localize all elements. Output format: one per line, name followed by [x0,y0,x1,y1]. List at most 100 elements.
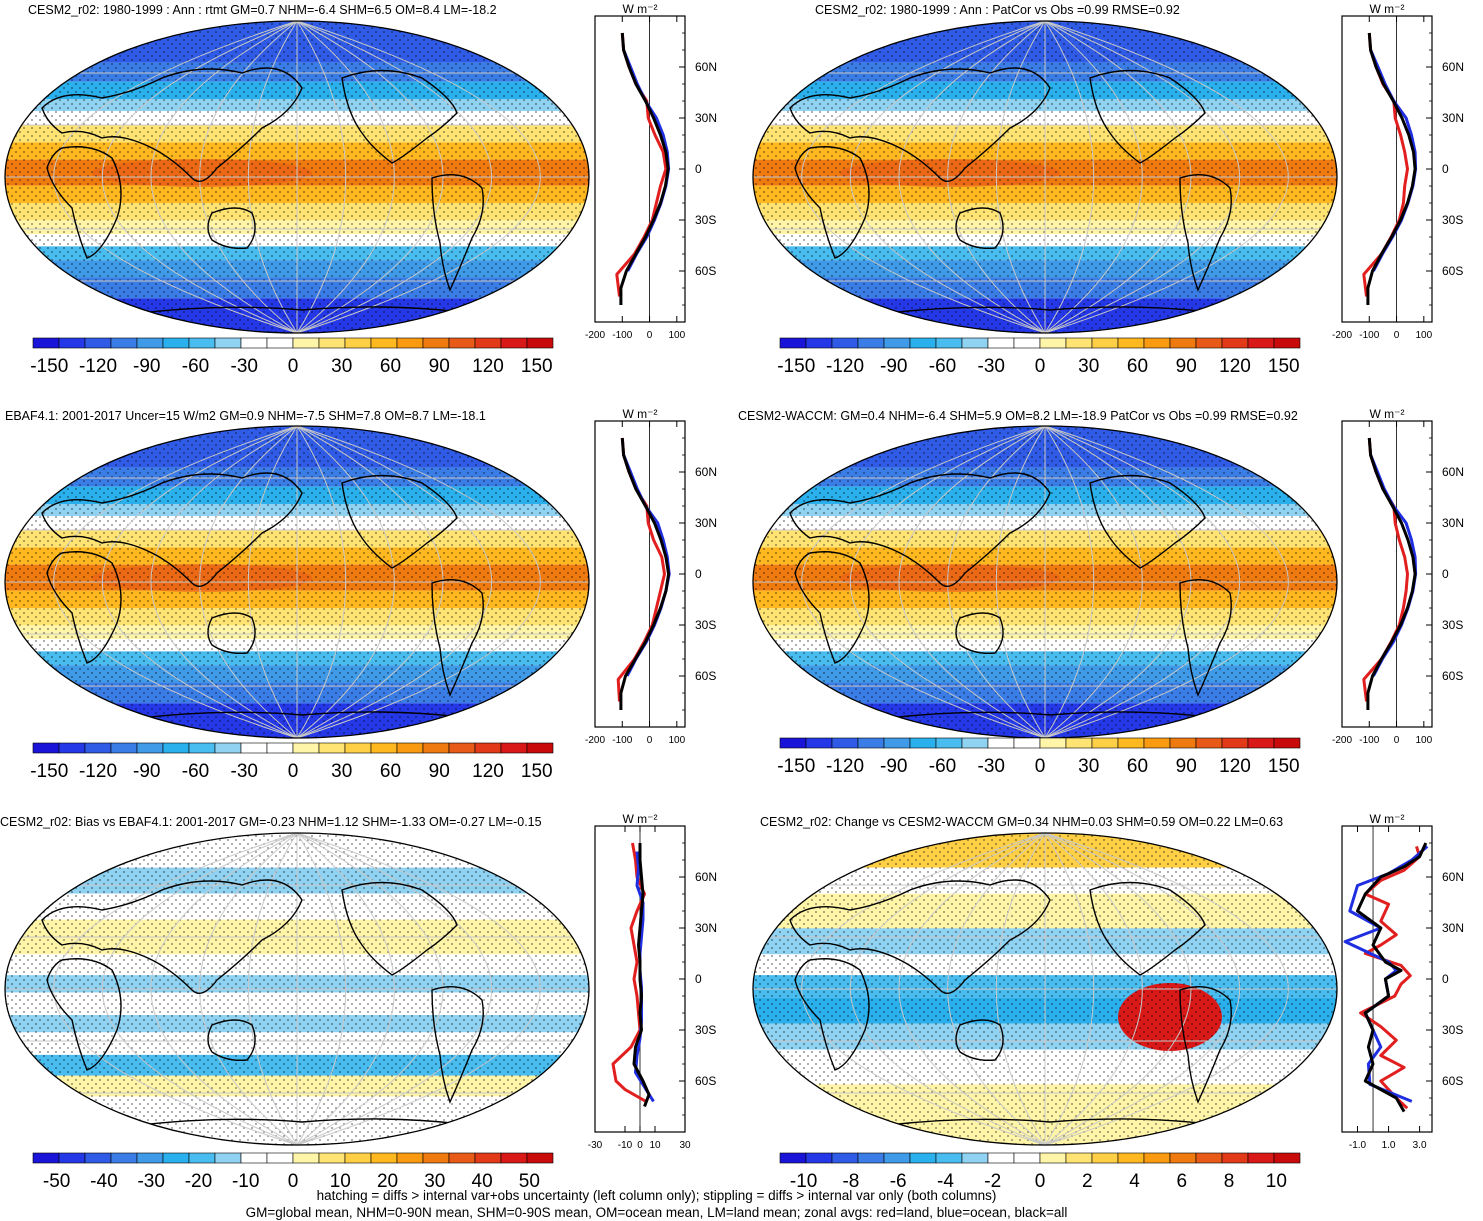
colorbar-label-1: -120 [79,356,117,377]
zonal-x-label-0: -200 [1332,330,1352,341]
colorbar-label-0: -150 [777,356,815,377]
colorbar-swatch-6 [188,742,216,754]
panel-6-zonal-profile: W m⁻² 60N 30N 0 30S 60S -1.0 1.0 3.0 [1341,812,1464,1151]
colorbar-label-5: 0 [1035,356,1046,377]
panel-6-colorbar: -10 -8 -6 -4 -2 0 2 4 6 8 10 [779,1152,1301,1192]
coastline-0 [41,67,303,182]
colorbar-swatch-3 [857,337,885,349]
colorbar-swatch-15 [1169,737,1197,749]
colorbar-swatch-9 [1013,1152,1041,1164]
colorbar-swatch-7 [961,1152,989,1164]
coastline-3 [341,881,458,976]
colorbar-label-8: 6 [1177,1171,1188,1192]
zonal-frame [1341,420,1433,728]
colorbar-swatch-7 [214,742,242,754]
colorbar-swatch-2 [84,337,112,349]
zonal-x-label-1: 1.0 [1382,1140,1396,1151]
colorbar-swatch-12 [1091,337,1119,349]
coastline-2 [207,1019,256,1062]
colorbar-swatch-0 [779,337,807,349]
zonal-lat-label-4: 60S [695,669,716,683]
colorbar-label-7: 60 [380,761,401,782]
colorbar-swatch-15 [422,742,450,754]
coastline-0 [789,67,1051,182]
colorbar-label-2: -90 [880,756,907,777]
colorbar-label-2: -90 [133,761,160,782]
zonal-land-series [615,32,668,297]
colorbar-swatch-0 [32,337,60,349]
colorbar-label-9: 120 [472,356,504,377]
colorbar-label-0: -150 [30,356,68,377]
zonal-x-label-2: 0 [647,735,653,746]
colorbar-swatch-16 [1195,1152,1223,1164]
coastline-4 [1179,579,1232,697]
colorbar-swatch-2 [831,337,859,349]
colorbar-swatch-14 [1143,1152,1171,1164]
zonal-x-label-4: 30 [679,1140,691,1151]
colorbar-label-7: 4 [1129,1171,1140,1192]
zonal-all-series [1366,437,1417,710]
zonal-x-label-3: 100 [1415,735,1432,746]
colorbar-swatch-19 [526,742,554,754]
coastline-0 [41,879,303,994]
colorbar-swatch-11 [1065,1152,1093,1164]
colorbar-label-9: 120 [1219,356,1251,377]
panel-3-title: EBAF4.1: 2001-2017 Uncer=15 W/m2 GM=0.9 … [5,409,486,423]
coastline-1 [794,551,870,664]
zonal-lat-label-3: 30S [1442,618,1463,632]
colorbar-swatch-16 [448,742,476,754]
coastline-0 [41,472,303,587]
colorbar-label-5: 0 [288,356,299,377]
colorbar-label-7: 60 [1127,756,1148,777]
colorbar-swatch-5 [909,1152,937,1164]
coastline-5 [879,1118,1211,1127]
colorbar-swatch-8 [240,742,268,754]
colorbar-label-2: -6 [890,1171,907,1192]
zonal-lat-label-1: 30N [695,516,717,530]
colorbar-swatch-5 [909,337,937,349]
colorbar-swatch-9 [266,1152,294,1164]
colorbar-swatch-10 [292,1152,320,1164]
zonal-lat-label-1: 30N [695,921,717,935]
colorbar-swatch-13 [370,337,398,349]
map-border [752,20,1338,334]
colorbar-label-1: -120 [826,356,864,377]
zonal-ocean-series [1369,454,1418,677]
zonal-x-label-3: 100 [1415,330,1432,341]
zonal-x-label-1: -10 [618,1140,633,1151]
colorbar-label-3: -60 [182,761,209,782]
colorbar-label-10: 150 [521,356,553,377]
colorbar-label-2: -90 [133,356,160,377]
zonal-lat-label-0: 60N [1442,60,1464,74]
zonal-lat-label-4: 60S [695,264,716,278]
coastline-3 [1089,69,1206,164]
colorbar-swatch-8 [240,1152,268,1164]
colorbar-swatch-11 [318,1152,346,1164]
panel-1-zonal-profile: W m⁻² 60N 30N 0 30S 60S -200 -100 0 100 [585,2,717,341]
coastline-3 [1089,881,1206,976]
colorbar-label-3: -4 [937,1171,954,1192]
zonal-all-series [632,843,651,1108]
colorbar-swatch-9 [1013,737,1041,749]
footer-note-hatching: hatching = diffs > internal var+obs unce… [316,1188,997,1203]
colorbar-swatch-17 [474,742,502,754]
colorbar-swatch-14 [1143,737,1171,749]
zonal-frame [594,420,686,728]
coastline-2 [955,612,1004,655]
panel-2-colorbar: -150 -120 -90 -60 -30 0 30 60 90 120 150 [777,337,1301,377]
zonal-x-label-0: -200 [585,735,605,746]
zonal-lat-label-1: 30N [1442,921,1464,935]
colorbar-swatch-13 [1117,1152,1145,1164]
colorbar-label-7: 60 [380,356,401,377]
panel-2-map [752,20,1338,334]
colorbar-label-10: 150 [521,761,553,782]
map-coastlines [789,472,1232,720]
colorbar-swatch-1 [805,1152,833,1164]
map-graticule [5,426,589,738]
colorbar-swatch-19 [1273,1152,1301,1164]
zonal-lat-label-2: 0 [1442,972,1449,986]
colorbar-swatch-18 [1247,1152,1275,1164]
colorbar-swatch-17 [1221,337,1249,349]
zonal-units-label: W m⁻² [1370,407,1405,421]
colorbar-swatch-6 [188,1152,216,1164]
